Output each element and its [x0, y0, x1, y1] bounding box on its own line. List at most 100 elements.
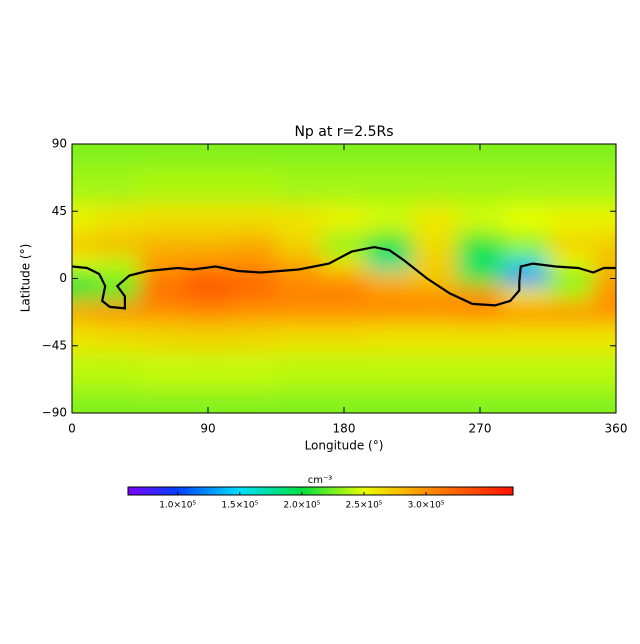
field-cell: [593, 144, 616, 167]
field-cell: [457, 300, 504, 324]
field-cell: [457, 353, 504, 392]
field-cell: [457, 166, 504, 205]
field-cell: [366, 233, 413, 257]
field-cell: [94, 256, 141, 272]
field-cell: [321, 300, 368, 324]
field-cell: [72, 271, 96, 287]
field-cell: [185, 271, 232, 287]
field-cell: [185, 166, 232, 205]
field-cell: [230, 390, 277, 413]
field-cell: [548, 144, 594, 167]
field-cell: [321, 233, 368, 257]
x-tick-label: 180: [333, 422, 356, 436]
field-cell: [94, 323, 141, 354]
field-cell: [412, 285, 458, 302]
field-cell: [94, 300, 141, 324]
field-cell: [72, 353, 96, 392]
field-cell: [502, 353, 549, 392]
colorbar-tick-label: 2.5×10⁵: [346, 501, 383, 511]
field-cell: [230, 353, 277, 392]
field-cell: [412, 390, 458, 413]
field-cell: [366, 390, 413, 413]
chart-title: Np at r=2.5Rs: [294, 124, 393, 140]
field-cell: [457, 323, 504, 354]
colorbar-tick-label: 2.0×10⁵: [283, 501, 320, 511]
field-cell: [185, 285, 232, 302]
field-cell: [72, 233, 96, 257]
field-cell: [548, 203, 594, 235]
x-tick-label: 270: [469, 422, 492, 436]
field-cell: [593, 323, 616, 354]
field-cell: [94, 166, 141, 205]
field-cell: [140, 203, 186, 235]
field-cell: [548, 233, 594, 257]
field-cell: [140, 300, 186, 324]
field-cell: [457, 256, 504, 272]
field-cell: [72, 144, 96, 167]
field-cell: [230, 300, 277, 324]
overlay: 0 90 180 270 360 −90 −45 0 45 90 1.0×10⁵ 1.5×10⁵ 2.0…: [42, 137, 628, 511]
field-cell: [548, 300, 594, 324]
field-cell: [276, 203, 322, 235]
y-tick-label: −90: [42, 406, 67, 420]
field-cell: [94, 144, 141, 167]
field-cell: [548, 271, 594, 287]
field-cell: [366, 144, 413, 167]
field-cell: [140, 271, 186, 287]
field-cell: [321, 256, 368, 272]
field-cell: [502, 256, 549, 272]
field-cell: [94, 390, 141, 413]
y-tick-label: 45: [52, 204, 67, 218]
field-cell: [366, 285, 413, 302]
field-cell: [185, 300, 232, 324]
field-cell: [230, 285, 277, 302]
field-cell: [412, 166, 458, 205]
field-cell: [366, 166, 413, 205]
field-cell: [502, 166, 549, 205]
field-cell: [321, 271, 368, 287]
field-cell: [593, 271, 616, 287]
field-cell: [185, 353, 232, 392]
field-cell: [412, 300, 458, 324]
field-cell: [140, 285, 186, 302]
field-cell: [593, 285, 616, 302]
field-cell: [276, 300, 322, 324]
field-cell: [230, 271, 277, 287]
y-tick-label: −45: [42, 338, 67, 352]
field-cell: [185, 233, 232, 257]
field-cell: [457, 271, 504, 287]
field-cell: [276, 271, 322, 287]
field-cell: [548, 390, 594, 413]
colorbar: [127, 486, 514, 496]
field-cell: [185, 390, 232, 413]
x-tick-label: 0: [68, 422, 76, 436]
field-cell: [593, 233, 616, 257]
field-cell: [276, 285, 322, 302]
field-cell: [412, 256, 458, 272]
field-cell: [366, 203, 413, 235]
field-cell: [412, 203, 458, 235]
field-cell: [321, 323, 368, 354]
field-cell: [230, 203, 277, 235]
field-cell: [502, 300, 549, 324]
x-tick-label: 360: [605, 422, 628, 436]
field-cell: [321, 285, 368, 302]
colorbar-tick-label: 3.0×10⁵: [408, 501, 445, 511]
field-cell: [276, 390, 322, 413]
field-cell: [94, 203, 141, 235]
x-axis-label: Longitude (°): [305, 439, 384, 453]
field-cell: [72, 285, 96, 302]
neutral-line: [72, 245, 616, 310]
field-cell: [72, 390, 96, 413]
field-cell: [366, 353, 413, 392]
field-cell: [366, 271, 413, 287]
field-cell: [412, 353, 458, 392]
field-cells: [72, 144, 616, 413]
field-cell: [548, 166, 594, 205]
field-cell: [276, 353, 322, 392]
colorbar-tick-label: 1.5×10⁵: [221, 501, 258, 511]
colorbar-tick-label: 1.0×10⁵: [159, 501, 196, 511]
field-cell: [276, 166, 322, 205]
field-cell: [185, 144, 232, 167]
